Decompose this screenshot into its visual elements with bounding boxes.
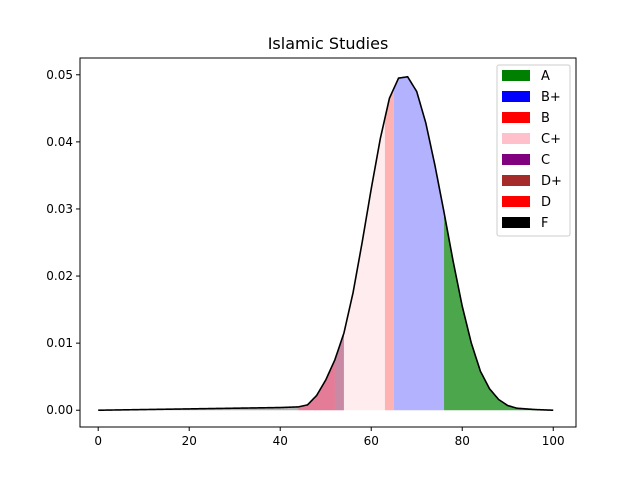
legend-label-c-plus: C+ <box>541 132 561 147</box>
band-c-plus <box>343 118 385 411</box>
legend-swatch-c <box>502 154 530 165</box>
grade-bands <box>98 76 554 411</box>
chart-title: Islamic Studies <box>268 34 389 53</box>
band-f <box>98 406 299 411</box>
legend-swatch-d-plus <box>502 175 530 186</box>
density-curve-layer <box>98 75 554 412</box>
legend-swatch-b <box>502 112 530 123</box>
band-a <box>444 212 554 411</box>
legend-label-d-plus: D+ <box>541 174 562 189</box>
x-tick-label: 40 <box>273 434 288 448</box>
x-tick-label: 60 <box>364 434 379 448</box>
band-d <box>298 359 335 411</box>
x-axis: 0 20 40 60 80 100 <box>94 427 565 448</box>
band-c <box>298 333 344 411</box>
legend-swatch-b-plus <box>502 91 530 102</box>
legend-swatch-c-plus <box>502 133 530 144</box>
y-tick-label: 0.03 <box>46 202 73 216</box>
y-tick-label: 0.01 <box>46 336 73 350</box>
legend-swatch-d <box>502 196 530 207</box>
legend-label-a: A <box>541 69 550 84</box>
band-d-plus <box>334 333 344 411</box>
legend-label-c: C <box>541 153 550 168</box>
legend-swatch-a <box>502 70 530 81</box>
band-b-plus <box>393 76 445 411</box>
x-tick-label: 20 <box>182 434 197 448</box>
x-tick-label: 80 <box>455 434 470 448</box>
y-axis: 0.00 0.01 0.02 0.03 0.04 0.05 <box>46 68 80 417</box>
x-tick-label: 0 <box>94 434 102 448</box>
y-tick-label: 0.05 <box>46 68 73 82</box>
band-b <box>384 88 394 411</box>
legend-label-d: D <box>541 195 551 210</box>
legend-label-b: B <box>541 111 550 126</box>
legend-swatch-f <box>502 217 530 228</box>
legend: A B+ B C+ C D+ DF <box>496 64 571 237</box>
x-tick-label: 100 <box>542 434 565 448</box>
y-tick-label: 0.02 <box>46 269 73 283</box>
legend-label-f: F <box>541 216 548 231</box>
legend-box <box>496 64 571 237</box>
plot-frame <box>79 57 577 428</box>
legend-label-b-plus: B+ <box>541 90 561 105</box>
density-curve <box>98 75 554 412</box>
y-tick-label: 0.00 <box>46 403 73 417</box>
y-tick-label: 0.04 <box>46 135 73 149</box>
